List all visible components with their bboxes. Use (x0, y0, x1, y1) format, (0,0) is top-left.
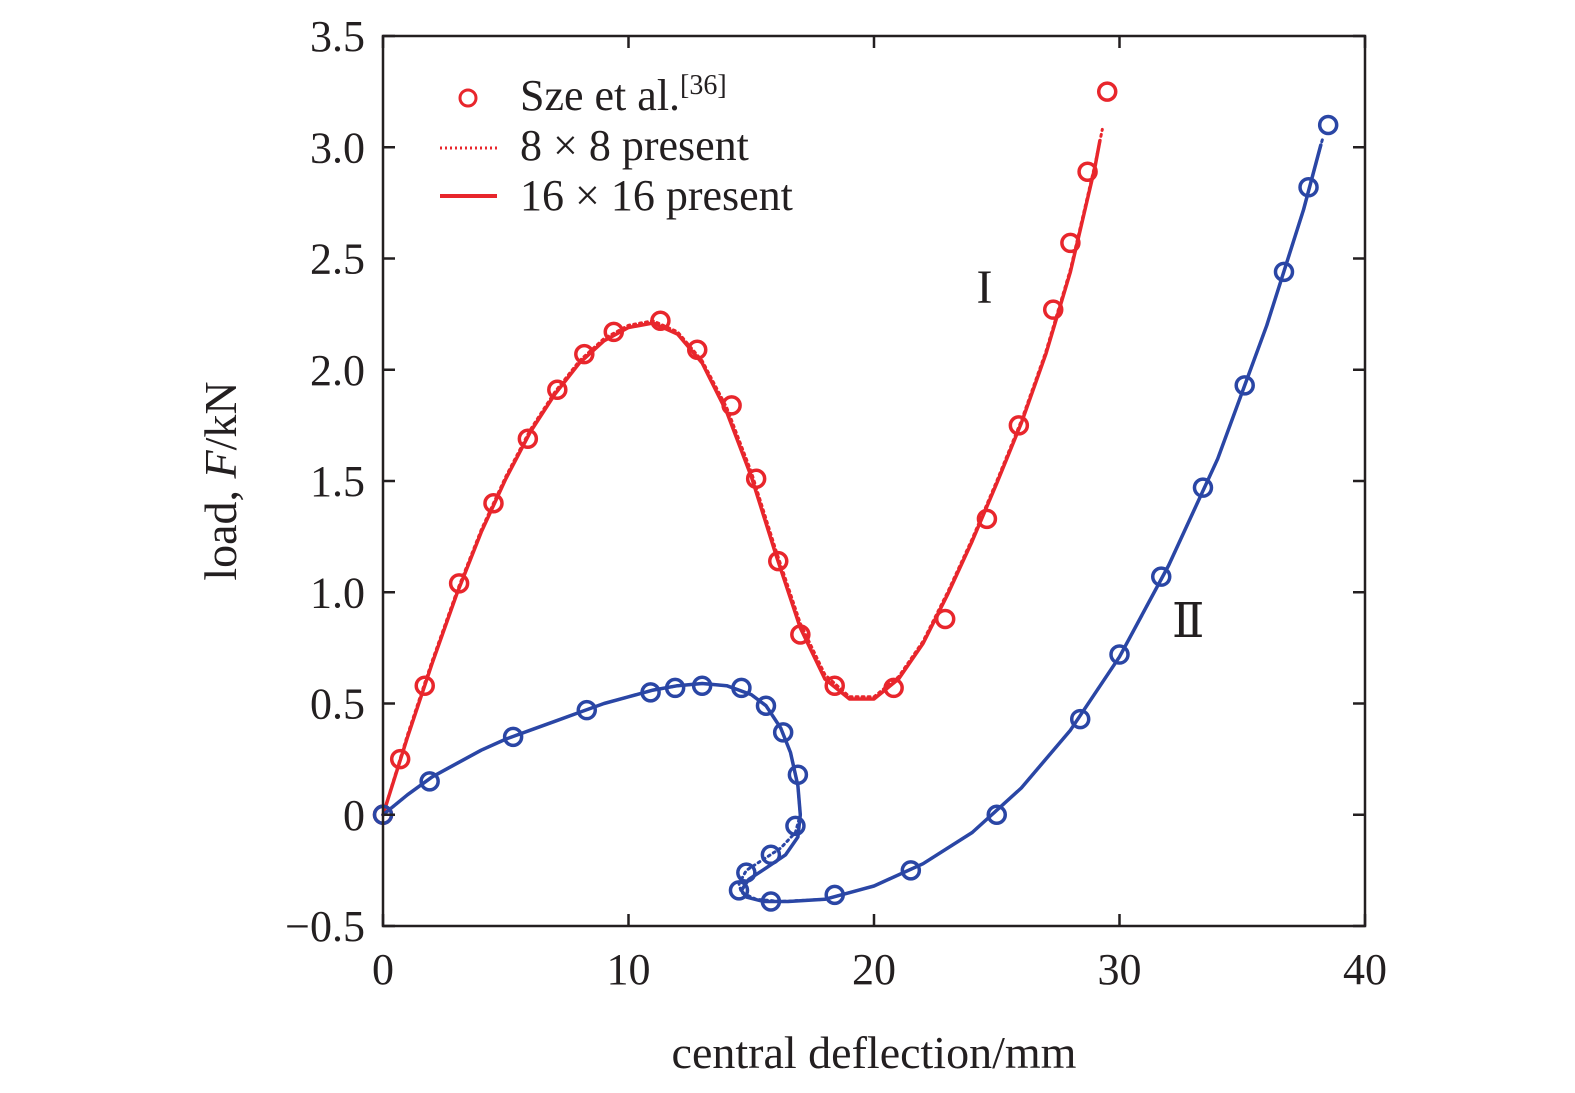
data-point-marker (731, 677, 752, 699)
data-point-marker (517, 428, 539, 449)
data-point-marker (1192, 477, 1214, 498)
data-point-marker (419, 771, 440, 792)
data-point-marker (986, 804, 1007, 825)
x-tick-label: 40 (1343, 945, 1387, 994)
data-point-marker (900, 860, 922, 881)
data-point-marker (574, 343, 595, 365)
x-tick-label: 0 (372, 945, 394, 994)
y-axis-title: load, F/kN (195, 381, 246, 580)
x-axis-title: central deflection/mm (672, 1027, 1077, 1078)
curve-label-II: Ⅱ (1172, 595, 1205, 648)
data-point-marker (686, 339, 708, 360)
x-tick-label: 10 (607, 945, 651, 994)
data-point-marker (760, 844, 782, 866)
data-point-marker (785, 815, 806, 837)
data-point-marker (1109, 644, 1130, 665)
data-point-marker (755, 695, 777, 716)
series-line-dotted (381, 127, 1104, 817)
markers-layer (372, 81, 1339, 912)
legend-label-sze-ref: [36] (680, 70, 727, 101)
curve-label-I: I (976, 261, 992, 314)
data-point-marker (448, 573, 470, 594)
y-tick-label: 1.0 (310, 568, 365, 617)
series-line-dotted (381, 134, 1325, 903)
data-point-marker (976, 508, 998, 530)
y-tick-label: 3.0 (310, 123, 365, 172)
data-point-marker (824, 884, 845, 906)
data-point-marker (772, 722, 794, 743)
data-point-marker (787, 764, 809, 785)
data-point-marker (760, 891, 782, 912)
data-point-marker (1069, 708, 1091, 730)
data-point-marker (640, 682, 661, 703)
data-point-marker (1234, 375, 1255, 396)
data-point-marker (934, 608, 956, 630)
data-point-marker (824, 675, 845, 696)
data-point-marker (1273, 261, 1295, 283)
data-point-marker (883, 677, 904, 699)
data-point-marker (502, 726, 524, 748)
data-point-marker (1298, 177, 1319, 198)
legend-label-16x16: 16 × 16 present (520, 171, 793, 220)
legend-label-8x8: 8 × 8 present (520, 121, 749, 170)
data-point-marker (1042, 299, 1064, 320)
data-point-marker (664, 677, 686, 699)
data-point-marker (736, 862, 757, 883)
y-axis-title-variable: F (195, 449, 246, 479)
legend: Sze et al.[36] 8 × 8 present 16 × 16 pre… (440, 70, 793, 220)
data-point-marker (1150, 566, 1172, 587)
data-point-marker (1077, 161, 1098, 182)
y-tick-label: 2.0 (310, 346, 365, 395)
y-tick-label: 0.5 (310, 680, 365, 729)
y-tick-label: 0 (343, 791, 365, 840)
data-point-marker (790, 624, 811, 645)
data-point-marker (1096, 81, 1118, 102)
x-tick-label: 30 (1098, 945, 1142, 994)
y-tick-label: 3.5 (310, 12, 365, 61)
data-point-marker (1008, 415, 1030, 436)
data-point-marker (547, 379, 568, 401)
legend-marker-sze (458, 88, 478, 108)
data-point-marker (745, 468, 767, 490)
data-point-marker (721, 395, 742, 416)
data-point-marker (650, 310, 671, 332)
data-point-marker (1060, 232, 1081, 254)
y-axis-title-suffix: /kN (195, 381, 246, 450)
y-tick-label: 1.5 (310, 457, 365, 506)
data-point-marker (576, 699, 598, 721)
data-point-marker (603, 321, 625, 343)
x-tick-label: 20 (852, 945, 896, 994)
series-line-solid (381, 143, 1323, 904)
data-point-marker (389, 748, 411, 770)
curves-layer (381, 127, 1325, 904)
ticks-layer (381, 34, 1367, 928)
data-point-marker (1317, 114, 1339, 136)
series-line-solid (381, 138, 1102, 817)
data-point-marker (768, 550, 789, 572)
data-point-marker (483, 493, 504, 514)
y-axis-title-prefix: load, (195, 478, 246, 580)
data-point-marker (691, 675, 713, 696)
data-point-marker (728, 880, 750, 901)
legend-label-sze-text: Sze et al. (520, 71, 680, 120)
y-tick-label: 2.5 (310, 235, 365, 284)
legend-label-sze: Sze et al.[36] (520, 70, 727, 120)
y-tick-label: −0.5 (285, 902, 365, 951)
data-point-marker (414, 675, 435, 696)
tick-labels-layer: 0 10 20 30 40−0.500.51.01.52.02.53.03.5 (285, 12, 1387, 994)
